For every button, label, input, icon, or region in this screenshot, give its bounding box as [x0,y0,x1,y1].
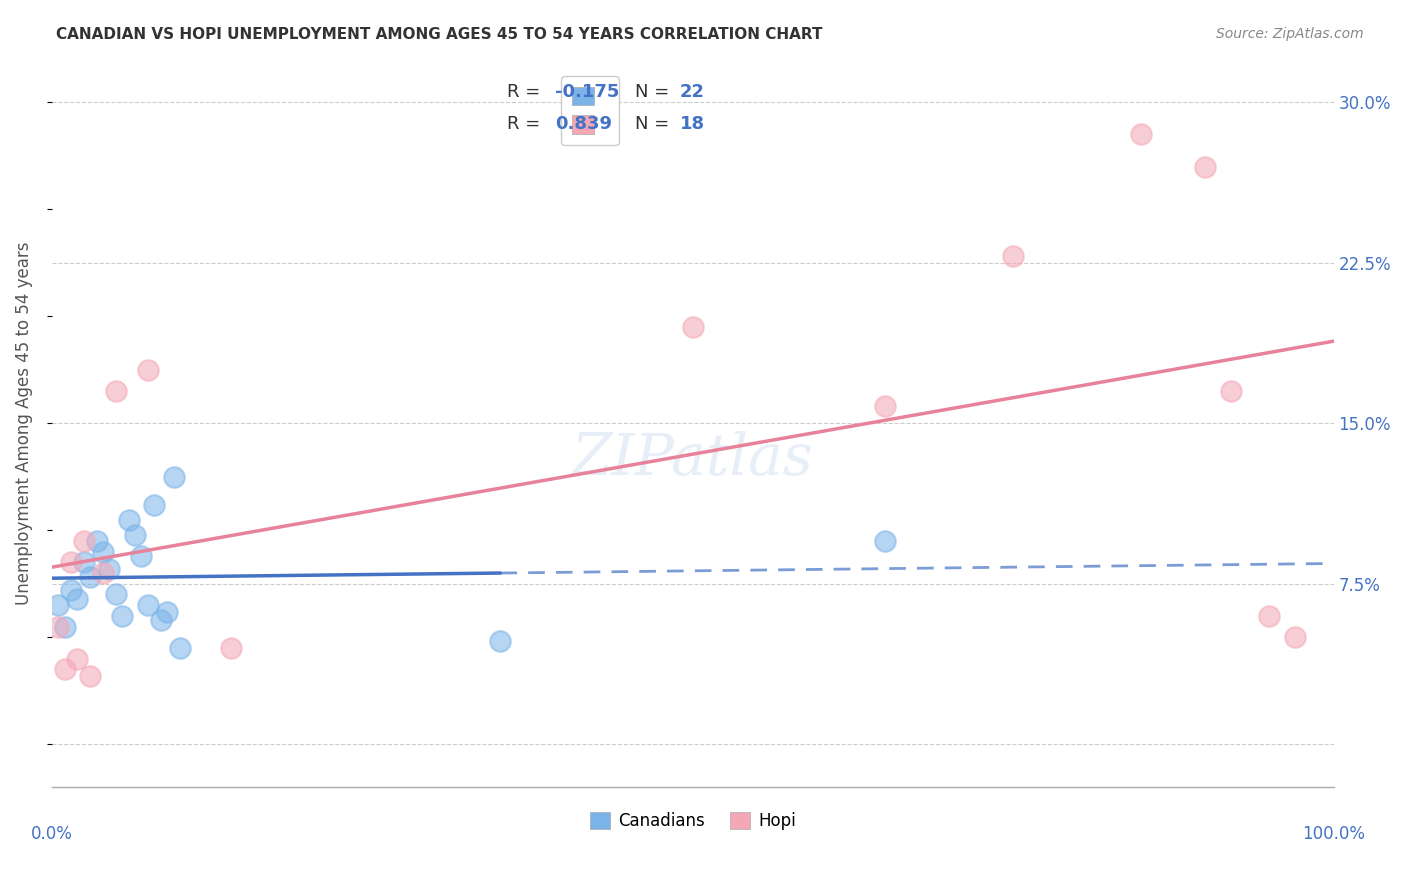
Point [143,498,166,512]
Text: ZIPatlas: ZIPatlas [572,432,814,488]
Point [1284,630,1306,644]
Text: 0.0%: 0.0% [31,825,73,844]
Point [131,549,153,563]
Point [79,669,101,683]
Point [86,533,108,548]
Point [118,512,141,526]
Point [873,533,896,548]
Point [162,469,184,483]
Text: N =: N = [636,114,675,133]
Point [489,634,512,648]
Point [111,608,134,623]
Text: N =: N = [636,83,675,102]
Point [136,598,159,612]
Text: 0.839: 0.839 [555,114,613,133]
Point [53,662,76,676]
Point [682,320,704,334]
Point [1220,384,1243,399]
Text: R =: R = [506,114,546,133]
Point [46,619,69,633]
Point [46,598,69,612]
Point [79,570,101,584]
Point [91,544,114,558]
Point [98,562,121,576]
Point [59,583,82,598]
Point [73,555,96,569]
Point [66,591,89,606]
Text: 18: 18 [681,114,704,133]
Point [104,587,127,601]
Text: Source: ZipAtlas.com: Source: ZipAtlas.com [1216,27,1364,41]
Text: 22: 22 [681,83,704,102]
Point [219,640,242,655]
Point [59,555,82,569]
Point [91,566,114,580]
Text: CANADIAN VS HOPI UNEMPLOYMENT AMONG AGES 45 TO 54 YEARS CORRELATION CHART: CANADIAN VS HOPI UNEMPLOYMENT AMONG AGES… [56,27,823,42]
Point [1002,249,1025,263]
Legend: Canadians, Hopi: Canadians, Hopi [583,805,803,837]
Point [156,605,179,619]
Y-axis label: Unemployment Among Ages 45 to 54 years: Unemployment Among Ages 45 to 54 years [15,242,32,605]
Text: 100.0%: 100.0% [1302,825,1365,844]
Point [73,533,96,548]
Point [1194,160,1216,174]
Point [1130,128,1153,142]
Point [53,619,76,633]
Point [66,651,89,665]
Point [104,384,127,399]
Point [136,363,159,377]
Point [149,613,172,627]
Point [873,399,896,413]
Point [1258,608,1281,623]
Text: R =: R = [506,83,546,102]
Point [169,640,191,655]
Text: -0.175: -0.175 [555,83,620,102]
Point [124,527,146,541]
